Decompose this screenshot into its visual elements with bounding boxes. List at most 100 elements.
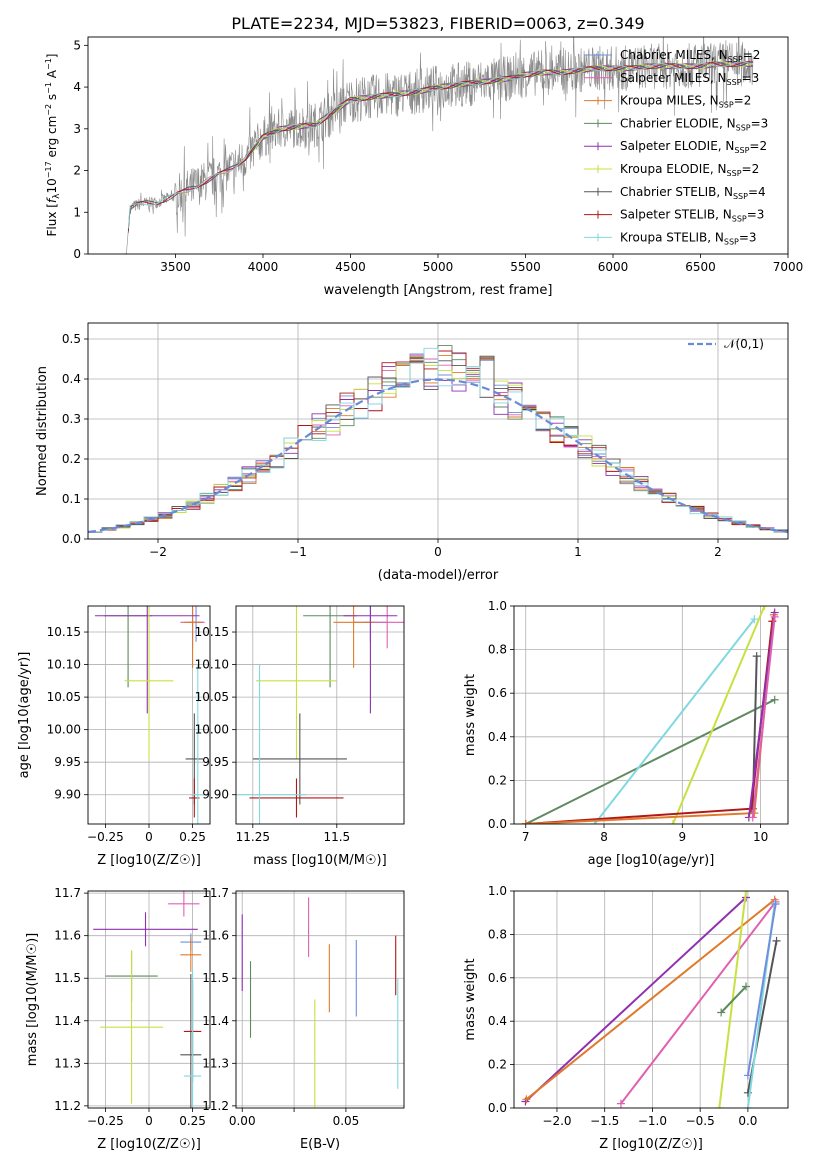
x-tick-label: −0.25 [87,1114,124,1128]
series-marker [743,1104,752,1108]
x-axis-label: Z [log10(Z/Z☉)] [599,1137,703,1152]
y-tick-label: 9.95 [202,755,229,769]
x-axis-label: (data-model)/error [378,568,499,583]
series-marker [750,615,759,624]
y-tick-label: 0.0 [488,817,507,831]
point-km [333,606,374,668]
y-tick-label: 0.1 [62,492,81,506]
x-axis-label: wavelength [Angstrom, rest frame] [324,283,553,298]
y-tick-label: 11.2 [54,1099,81,1113]
series-line [525,698,776,824]
point-se [94,606,200,714]
x-tick-label: −0.5 [686,1114,715,1128]
y-tick-label: 4 [73,80,81,94]
x-tick-label: 6500 [685,260,716,274]
x-tick-label: 9 [678,830,686,844]
legend-entry-km: Kroupa MILES, NSSP=2 [584,94,751,110]
x-axis-label: age [log10(age/yr)] [588,853,715,868]
series-ks [743,900,779,1108]
y-axis-label: age [log10(age/yr)] [17,652,32,779]
series-sm [616,897,780,1108]
point-ks [190,664,205,824]
series-km [521,610,778,824]
series-ce [521,695,779,824]
panel-massweight_vs_age: 7 8 9 10 0.0 0.2 0.4 0.6 0.8 1.0 age [log10(age/yr… [463,599,789,868]
series-line [747,612,776,818]
x-tick-label: −2.0 [542,1114,571,1128]
axes-frame [87,322,789,540]
legend-entry-se: Salpeter ELODIE, NSSP=2 [584,139,767,155]
y-tick-label: 9.95 [54,755,81,769]
y-tick-label: 11.4 [202,1014,229,1028]
series-marker [717,1008,726,1017]
y-tick-label: 0.8 [488,927,507,941]
series-marker [748,813,757,822]
series-marker [521,820,530,824]
point-cs [252,713,347,805]
series-marker [760,606,769,610]
legend-entry-cs: Chabrier STELIB, NSSP=4 [584,185,766,201]
point-km [183,606,202,668]
x-axis-label: Z [log10(Z/Z☉)] [97,1137,201,1152]
point-ke [256,606,337,759]
panel-residuals: −2 −1 0 1 2 0.0 0.1 0.2 0.3 0.4 0.5 (data-model)/er… [35,322,789,583]
panel-age_vs_Z: −0.25 0 0.25 9.90 9.95 10.00 10.05 10.10 10.15 Z … [17,605,211,868]
y-tick-label: 11.2 [202,1099,229,1113]
x-tick-label: 0.25 [179,1114,206,1128]
series-marker [616,1099,625,1108]
point-ks [236,664,307,824]
x-tick-label: −1 [289,545,307,559]
series-km [522,895,779,1104]
point-ss [249,778,344,818]
x-axis-label: Z [log10(Z/Z☉)] [97,853,201,868]
x-tick-label: 0.00 [229,1114,256,1128]
x-tick-label: 10 [753,830,768,844]
point-cs [180,973,202,1108]
y-tick-label: 11.5 [202,971,229,985]
y-tick-label: 11.7 [54,886,81,900]
legend-label: Kroupa ELODIE, NSSP=2 [620,162,759,178]
series-cs [743,936,781,1097]
plot-area [88,606,210,824]
y-tick-label: 9.90 [202,788,229,802]
point-ke [100,950,163,1104]
series-marker [741,982,750,991]
y-tick-label: 1 [73,205,81,219]
x-tick-label: 0.05 [333,1114,360,1128]
x-tick-label: 4500 [335,260,366,274]
y-tick-label: 10.10 [195,658,229,672]
model-ks [127,61,754,229]
series-ss [521,617,777,824]
series-marker [752,652,761,661]
series-line [524,896,747,1103]
x-tick-label: 6000 [598,260,629,274]
y-tick-label: 11.3 [54,1056,81,1070]
legend-entry-sm: Salpeter MILES, NSSP=3 [584,71,759,87]
x-tick-label: 11.25 [236,830,270,844]
series-marker [770,695,779,704]
x-tick-label: 11.5 [323,830,350,844]
legend-label: Chabrier MILES, NSSP=2 [620,48,760,64]
y-tick-label: 11.7 [202,886,229,900]
y-tick-label: 11.3 [202,1056,229,1070]
plot-area [236,891,404,1108]
y-tick-label: 10.05 [47,690,81,704]
x-axis-label: E(B-V) [300,1137,340,1152]
series-marker [522,1095,531,1104]
x-tick-label: 7 [522,830,530,844]
series-marker [743,1071,752,1080]
y-tick-label: 0.5 [62,332,81,346]
y-tick-label: 11.6 [202,929,229,943]
x-tick-label: 2 [714,545,722,559]
y-axis-label: mass weight [463,958,478,1040]
legend-entry-ks: Kroupa STELIB, NSSP=3 [584,230,757,246]
legend-label: Chabrier ELODIE, NSSP=3 [620,116,768,132]
y-tick-label: 0.6 [488,971,507,985]
series-ke [668,606,769,824]
y-tick-label: 0 [73,247,81,261]
y-tick-label: 2 [73,164,81,178]
legend-label: Salpeter MILES, NSSP=3 [620,71,759,87]
point-se [93,912,198,947]
series-line [525,621,774,824]
